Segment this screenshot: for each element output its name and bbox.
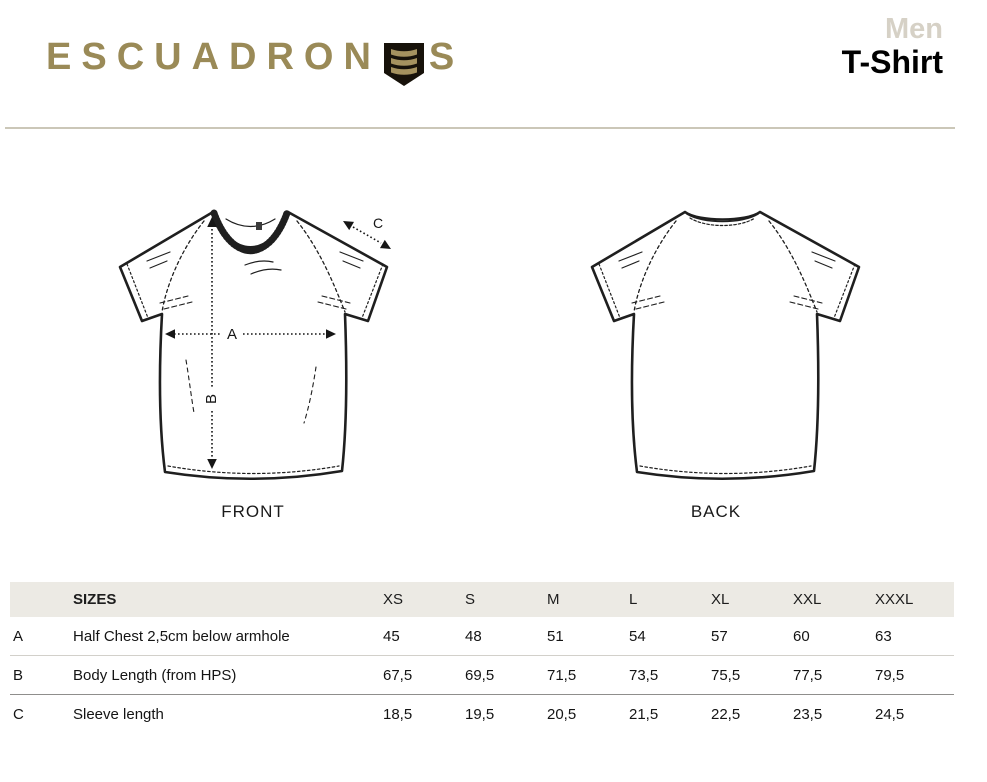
row-label: Body Length (from HPS) bbox=[73, 666, 237, 684]
row-value: 73,5 bbox=[629, 666, 659, 684]
logo-text-right: S bbox=[428, 36, 465, 78]
row-value: 45 bbox=[383, 627, 400, 645]
table-row: A Half Chest 2,5cm below armhole 45 48 5… bbox=[10, 617, 954, 655]
table-row: C Sleeve length 18,5 19,5 20,5 21,5 22,5… bbox=[10, 694, 954, 733]
row-value: 18,5 bbox=[383, 705, 413, 723]
header-sizes: SIZES bbox=[73, 591, 117, 608]
front-label: FRONT bbox=[221, 502, 285, 521]
measure-label-c: C bbox=[373, 215, 383, 231]
page-title-block: Men T-Shirt bbox=[842, 13, 943, 79]
header-col-m: M bbox=[547, 591, 560, 608]
front-diagram: A B C bbox=[118, 209, 391, 481]
row-value: 77,5 bbox=[793, 666, 823, 684]
row-label: Sleeve length bbox=[73, 705, 164, 723]
row-value: 67,5 bbox=[383, 666, 413, 684]
row-value: 69,5 bbox=[465, 666, 495, 684]
header-col-s: S bbox=[465, 591, 476, 608]
measure-arrow-b: B bbox=[203, 217, 220, 469]
row-value: 57 bbox=[711, 627, 728, 645]
back-diagram bbox=[590, 210, 861, 481]
back-shirt-drawing bbox=[590, 210, 861, 481]
row-value: 24,5 bbox=[875, 705, 905, 723]
row-key: C bbox=[13, 705, 24, 723]
front-shirt-drawing bbox=[118, 209, 389, 481]
row-value: 79,5 bbox=[875, 666, 905, 684]
product-title: T-Shirt bbox=[841, 44, 943, 80]
measure-label-a: A bbox=[227, 326, 237, 343]
category-label: Men bbox=[885, 13, 943, 45]
header-col-xl: XL bbox=[711, 591, 730, 608]
rank-chevron-shield-icon bbox=[383, 43, 424, 86]
row-value: 21,5 bbox=[629, 705, 659, 723]
row-value: 19,5 bbox=[465, 705, 495, 723]
row-value: 75,5 bbox=[711, 666, 741, 684]
header-col-xxxl: XXXL bbox=[875, 591, 914, 608]
measure-arrow-c: C bbox=[343, 215, 391, 249]
row-value: 54 bbox=[629, 627, 646, 645]
row-key: A bbox=[13, 627, 24, 645]
row-value: 63 bbox=[875, 627, 892, 645]
row-value: 51 bbox=[547, 627, 564, 645]
row-value: 71,5 bbox=[547, 666, 577, 684]
measure-label-b: B bbox=[203, 394, 220, 404]
row-value: 22,5 bbox=[711, 705, 741, 723]
measure-arrow-a: A bbox=[165, 326, 336, 343]
row-key: B bbox=[13, 666, 24, 684]
header-col-xs: XS bbox=[383, 591, 404, 608]
brand-logo: ESCUADRON S bbox=[46, 38, 464, 88]
row-value: 20,5 bbox=[547, 705, 577, 723]
header-divider bbox=[5, 127, 955, 129]
header-col-l: L bbox=[629, 591, 638, 608]
back-label: BACK bbox=[690, 502, 742, 521]
row-label: Half Chest 2,5cm below armhole bbox=[73, 627, 290, 645]
row-value: 60 bbox=[793, 627, 810, 645]
size-table: SIZES XS S M L XL XXL XXXL A Half Chest … bbox=[10, 582, 954, 733]
logo-text-left: ESCUADRON bbox=[46, 36, 381, 78]
header-col-xxl: XXL bbox=[793, 591, 822, 608]
row-value: 23,5 bbox=[793, 705, 823, 723]
size-table-header: SIZES XS S M L XL XXL XXXL bbox=[10, 582, 954, 617]
row-value: 48 bbox=[465, 627, 482, 645]
table-row: B Body Length (from HPS) 67,5 69,5 71,5 … bbox=[10, 655, 954, 694]
